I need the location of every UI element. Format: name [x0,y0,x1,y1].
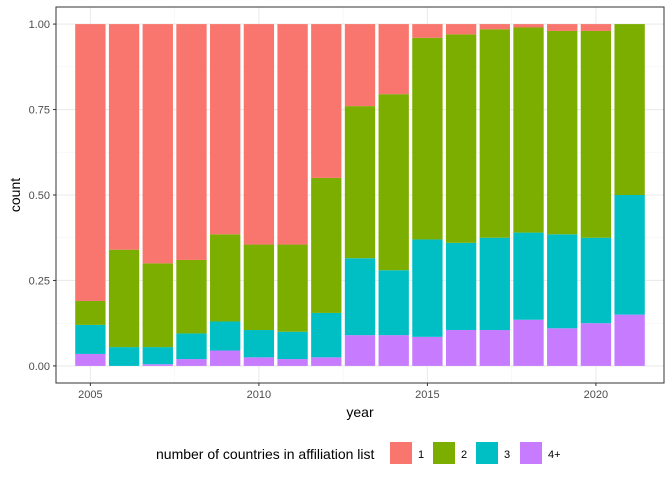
bar-segment-3 [142,347,173,365]
bar-segment-4plus [277,359,308,366]
bar-segment-4plus [311,357,342,366]
bar-segment-3 [412,239,443,337]
bar-segment-2 [210,234,241,322]
bar-segment-1 [176,24,207,260]
bar-segment-4plus [75,353,106,366]
y-tick-label: 0.50 [29,190,50,202]
legend-title: number of countries in affiliation list [156,446,375,462]
bar-segment-2 [142,263,173,348]
bar-segment-2 [311,177,342,313]
legend-label-3: 3 [504,449,510,461]
bar-segment-2 [445,34,477,243]
bar-segment-1 [277,24,308,245]
y-tick-label: 0.25 [29,275,50,287]
bar-segment-4plus [412,336,443,366]
bar-segment-4plus [176,359,207,366]
y-axis: 0.00 0.25 0.50 0.75 1.00 [29,19,56,373]
bar-segment-1 [513,24,544,28]
bar-segment-1 [243,24,275,245]
bar-segment-2 [580,30,612,238]
bar-segment-1 [445,24,477,35]
bar-segment-2 [378,94,409,271]
bar-segment-2 [277,244,308,332]
bar-segment-2 [176,259,207,334]
legend-key-1 [390,442,412,464]
y-axis-title: count [7,178,23,212]
bar-segment-4plus [445,330,477,366]
x-tick-label: 2020 [584,389,608,401]
bars-layer [75,24,645,366]
bar-segment-3 [547,234,578,329]
bar-segment-1 [108,24,140,250]
legend-key-2 [433,442,455,464]
bar-segment-1 [210,24,241,235]
bar-segment-4plus [378,335,409,366]
bar-segment-1 [75,24,106,301]
legend-label-1: 1 [418,449,424,461]
bar-segment-1 [311,24,342,178]
bar-segment-1 [142,24,173,264]
bar-segment-3 [614,195,645,315]
bar-segment-2 [547,30,578,235]
legend-label-4plus: 4+ [548,449,561,461]
legend-key-3 [476,442,498,464]
legend: number of countries in affiliation list … [156,442,561,464]
bar-segment-2 [513,27,544,233]
x-tick-label: 2010 [247,389,271,401]
x-tick-label: 2015 [415,389,439,401]
bar-segment-3 [378,270,409,336]
bar-segment-1 [479,24,510,30]
x-axis-title: year [346,404,374,420]
bar-segment-2 [243,244,275,331]
bar-segment-3 [75,324,106,354]
bar-segment-1 [378,24,409,95]
x-axis: 2005 2010 2015 2020 [78,383,608,401]
bar-segment-2 [75,300,106,325]
bar-segment-1 [412,24,443,38]
bar-segment-3 [479,237,510,331]
bar-segment-3 [176,333,207,360]
bar-segment-2 [614,24,645,195]
bar-segment-3 [580,237,612,324]
bar-segment-4plus [142,364,173,366]
bar-segment-4plus [344,335,376,366]
bar-segment-3 [210,321,241,351]
bar-segment-4plus [614,314,645,366]
y-tick-label: 0.75 [29,105,50,117]
x-tick-label: 2005 [78,389,102,401]
bar-segment-1 [344,24,376,107]
bar-segment-1 [580,24,612,31]
bar-segment-2 [344,106,376,259]
bar-segment-1 [547,24,578,31]
bar-segment-3 [277,331,308,360]
y-tick-label: 0.00 [29,361,50,373]
bar-segment-3 [513,232,544,320]
bar-segment-3 [445,242,477,331]
bar-segment-4plus [243,357,275,366]
legend-key-4plus [520,442,542,464]
bar-segment-3 [344,258,376,336]
bar-segment-4plus [513,319,544,366]
bar-segment-4plus [580,323,612,366]
y-tick-label: 1.00 [29,19,50,31]
bar-segment-4plus [210,350,241,366]
bar-segment-3 [243,330,275,358]
bar-segment-2 [479,29,510,238]
bar-segment-2 [108,249,140,348]
bar-segment-4plus [479,330,510,366]
bar-segment-3 [311,312,342,358]
bar-segment-3 [108,347,140,366]
bar-segment-4plus [547,328,578,366]
legend-label-2: 2 [461,449,467,461]
bar-segment-2 [412,37,443,240]
